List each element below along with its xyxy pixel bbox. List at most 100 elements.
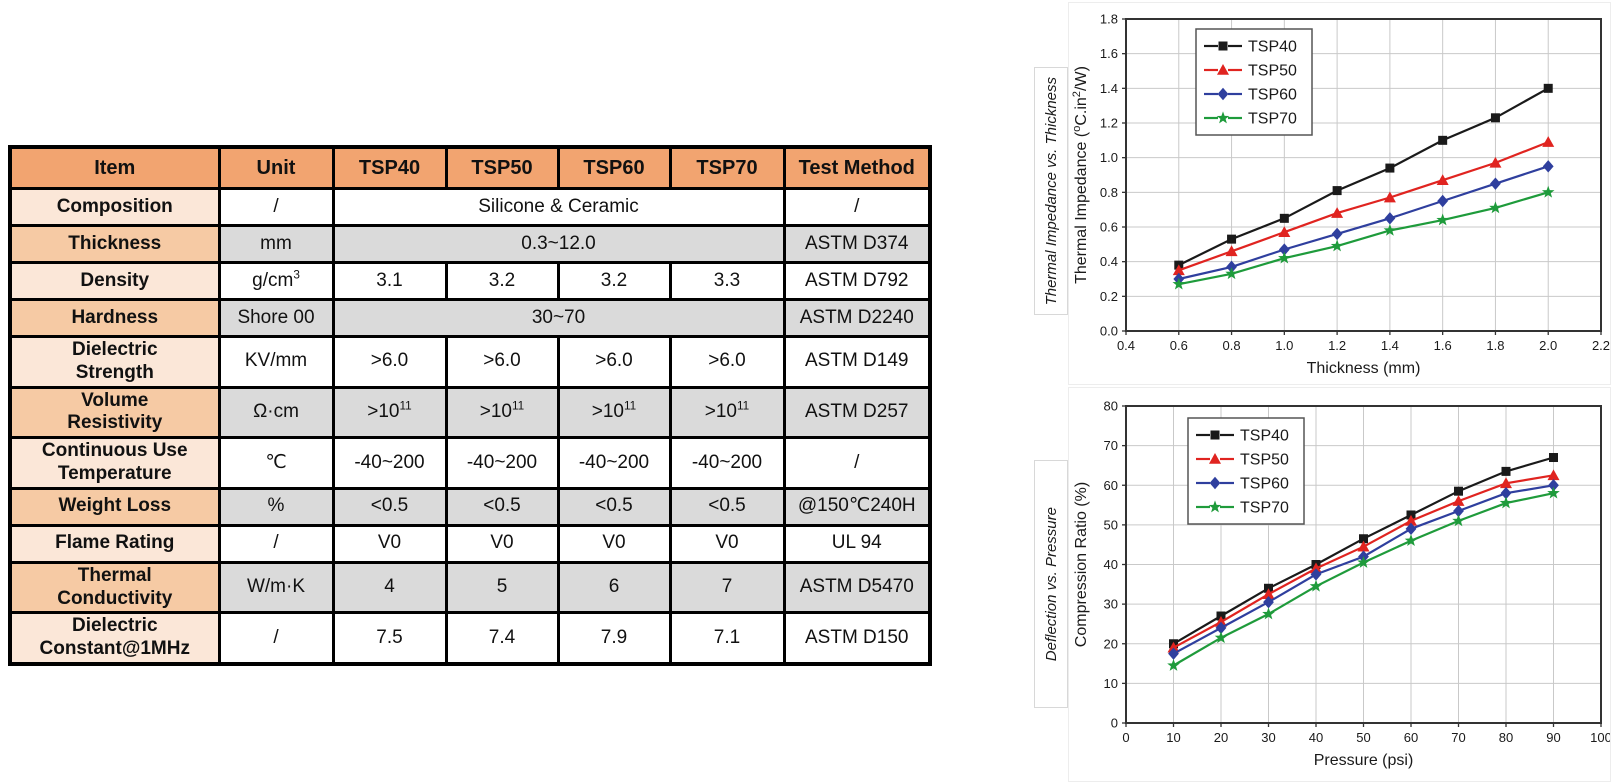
value-cell: 6	[556, 560, 672, 615]
thermal-impedance-chart: 0.4 0.6 0.8 1.0 1.2 1.4 1.6 1.8 2.0 2.2 0.0 0.2 0.4 0…	[1068, 2, 1611, 385]
star-marker	[1309, 579, 1323, 592]
svg-text:1.0: 1.0	[1275, 338, 1293, 353]
value-cell: 7.4	[444, 611, 560, 666]
triangle-marker	[1262, 588, 1275, 600]
svg-text:0.6: 0.6	[1170, 338, 1188, 353]
svg-text:1.4: 1.4	[1100, 81, 1118, 96]
svg-text:1.6: 1.6	[1434, 338, 1452, 353]
diamond-marker	[1217, 87, 1229, 101]
item-cell: Weight Loss	[8, 486, 221, 527]
diamond-marker	[1263, 595, 1274, 609]
triangle-marker	[1215, 615, 1227, 627]
side-label-text: Deflection vs. Pressure	[1042, 506, 1060, 662]
x-axis-label: Thickness (mm)	[1307, 360, 1421, 377]
star-marker	[1262, 607, 1275, 620]
value-cell: V0	[331, 523, 448, 564]
compression-ratio-vs-pressure-svg: 0 10 20 30 40 50 60 70 80 90 100 0 10 20 30 40 50 60 70 80 P…	[1073, 399, 1610, 770]
chart-legend: TSP40 TSP50 TSP60 TSP70	[1195, 28, 1313, 136]
unit-cell: /	[217, 523, 335, 564]
diamond-marker	[1405, 522, 1417, 536]
svg-text:50: 50	[1104, 517, 1118, 532]
value-cell: <0.5	[331, 486, 448, 527]
value-cell: -40~200	[331, 436, 448, 490]
unit-cell: mm	[217, 224, 335, 264]
svg-text:0.8: 0.8	[1100, 185, 1118, 200]
svg-text:0: 0	[1111, 716, 1118, 731]
value-cell: >1011	[668, 385, 786, 440]
test-method-cell: ASTM D149	[782, 335, 932, 389]
square-marker	[1543, 83, 1553, 93]
star-marker	[1330, 239, 1344, 252]
series-TSP70	[1167, 486, 1560, 671]
item-cell: Thickness	[8, 224, 221, 264]
compression-ratio-chart: 0 10 20 30 40 50 60 70 80 90 100 0 10 20 30 40 50 60 70 80 P…	[1068, 387, 1611, 782]
table-row: Composition / Silicone & Ceramic /	[8, 187, 932, 227]
table-body: Composition / Silicone & Ceramic / Thickness…	[8, 187, 932, 666]
legend-label: TSP50	[1240, 452, 1289, 469]
unit-cell: Ω·cm	[217, 385, 335, 440]
svg-text:0.0: 0.0	[1100, 324, 1118, 339]
square-marker	[1218, 41, 1228, 51]
legend-item-tsp50: TSP50	[1196, 452, 1289, 469]
table-row: Flame Rating / V0 V0 V0 V0 UL 94	[8, 523, 932, 564]
unit-cell: /	[217, 187, 335, 227]
test-method-cell: ASTM D5470	[782, 560, 932, 615]
value-cell: 3.2	[444, 261, 560, 301]
star-marker	[1225, 267, 1238, 280]
legend-label: TSP70	[1248, 111, 1297, 128]
legend-item-tsp50: TSP50	[1204, 63, 1297, 80]
legend-label: TSP60	[1248, 87, 1297, 104]
tick-labels: 0.4 0.6 0.8 1.0 1.2 1.4 1.6 1.8 2.0 2.2 0.0 0.2 0.4 0…	[1100, 12, 1610, 354]
properties-table: Item Unit TSP40 TSP50 TSP60 TSP70 Test Method …	[8, 145, 932, 666]
table-row: Thermal Conductivity W/m·K 4 5 6 7 ASTM D5470	[8, 560, 932, 615]
side-label-deflection: Deflection vs. Pressure	[1034, 460, 1068, 708]
triangle-marker	[1209, 453, 1221, 464]
value-cell: 7.1	[668, 611, 786, 666]
value-cell: <0.5	[668, 486, 786, 527]
triangle-marker	[1225, 245, 1238, 257]
value-cell: V0	[668, 523, 786, 564]
value-cell: >6.0	[331, 335, 448, 389]
svg-text:40: 40	[1309, 730, 1323, 745]
legend-item-tsp60: TSP60	[1204, 87, 1297, 104]
star-marker	[1172, 277, 1186, 290]
svg-text:60: 60	[1104, 478, 1118, 493]
item-cell: Dielectric Strength	[8, 335, 221, 389]
square-marker	[1210, 430, 1220, 440]
column-header: Unit	[217, 145, 335, 190]
value-cell: 3.3	[668, 261, 786, 301]
series-TSP70	[1172, 185, 1555, 290]
svg-text:1.4: 1.4	[1381, 338, 1399, 353]
value-cell: 3.1	[331, 261, 448, 301]
svg-text:90: 90	[1546, 730, 1560, 745]
value-cell: <0.5	[556, 486, 672, 527]
star-marker	[1541, 185, 1555, 198]
column-header: Test Method	[782, 145, 932, 190]
item-cell: Composition	[8, 187, 221, 227]
svg-text:80: 80	[1499, 730, 1513, 745]
value-cell: <0.5	[444, 486, 560, 527]
value-cell: Silicone & Ceramic	[331, 187, 786, 227]
diamond-marker	[1168, 647, 1179, 660]
diamond-marker	[1453, 504, 1464, 518]
svg-text:60: 60	[1404, 730, 1418, 745]
svg-text:20: 20	[1214, 730, 1228, 745]
item-cell: Dielectric Constant@1MHz	[8, 611, 221, 666]
tick-labels: 0 10 20 30 40 50 60 70 80 90 100 0 10 20 30 40 50 60 70 80	[1104, 399, 1610, 746]
svg-text:1.6: 1.6	[1100, 46, 1118, 61]
test-method-cell: @150℃240H	[782, 486, 932, 527]
column-header: TSP50	[444, 145, 560, 190]
column-header: TSP70	[668, 145, 786, 190]
item-cell: Volume Resistivity	[8, 385, 221, 440]
unit-cell: /	[217, 611, 335, 666]
value-cell: 7	[668, 560, 786, 615]
value-cell: V0	[444, 523, 560, 564]
svg-text:0.6: 0.6	[1100, 220, 1118, 235]
side-label-text: Thermal Impedance vs. Thickness	[1042, 76, 1060, 306]
legend-item-tsp60: TSP60	[1196, 476, 1289, 493]
square-marker	[1332, 186, 1342, 196]
square-marker	[1359, 534, 1368, 544]
svg-text:1.2: 1.2	[1328, 338, 1346, 353]
unit-cell: Shore 00	[217, 298, 335, 338]
star-marker	[1436, 213, 1449, 226]
